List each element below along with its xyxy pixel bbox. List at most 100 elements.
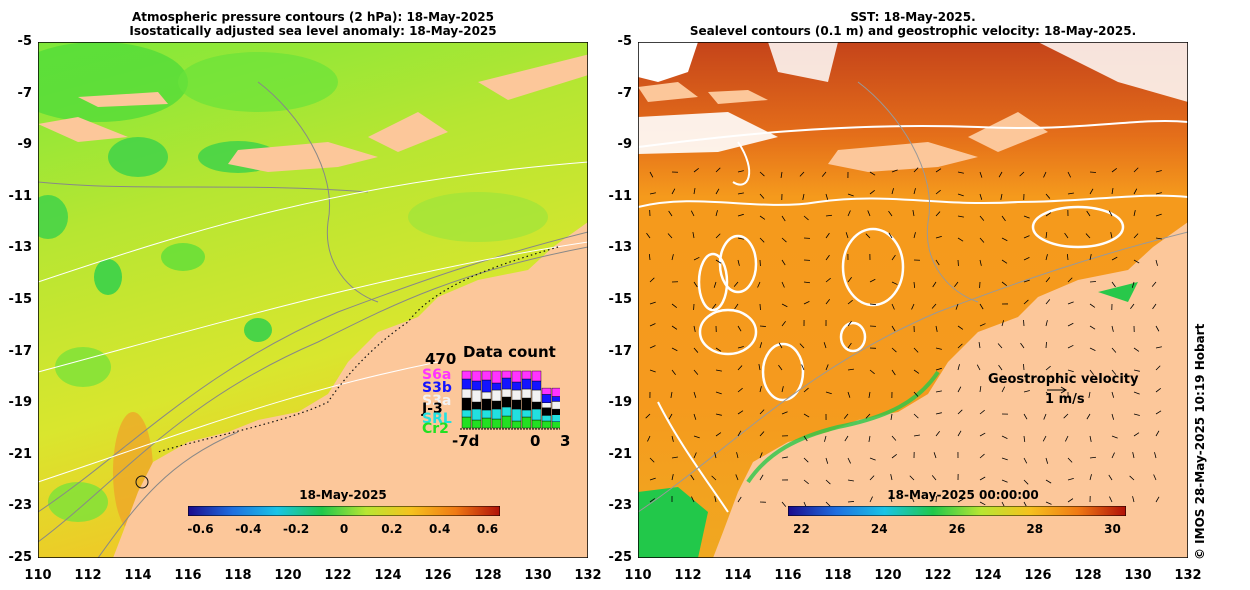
velocity-vector	[1067, 369, 1074, 373]
data-count-bar-segment	[531, 380, 542, 391]
y-tick-label: -23	[608, 498, 633, 514]
velocity-vector	[1089, 347, 1096, 351]
satellite-label: S6a	[422, 367, 452, 383]
velocity-vector	[1133, 210, 1136, 217]
velocity-vector	[1023, 299, 1029, 305]
velocity-vector	[845, 232, 849, 239]
data-count-bar-segment	[491, 418, 502, 429]
sealevel-contour	[761, 342, 805, 402]
velocity-vector	[736, 452, 739, 459]
velocity-vector	[759, 193, 765, 199]
velocity-vector	[847, 299, 853, 305]
velocity-vector	[847, 193, 854, 197]
velocity-vector	[1067, 344, 1074, 349]
velocity-vector	[957, 498, 964, 503]
data-count-bar-segment	[531, 408, 542, 421]
velocity-vector	[781, 259, 786, 266]
velocity-vector	[711, 475, 717, 481]
velocity-vector	[935, 431, 941, 437]
y-tick-label: -13	[8, 240, 33, 256]
velocity-vector	[891, 281, 898, 285]
velocity-vector	[778, 342, 783, 349]
velocity-vector	[931, 303, 937, 309]
data-count-bar-segment	[531, 389, 542, 403]
velocity-vector	[1023, 390, 1030, 393]
velocity-vector	[671, 303, 678, 308]
velocity-vector	[1155, 388, 1161, 393]
velocity-vector	[691, 496, 695, 503]
velocity-vector	[737, 170, 744, 173]
right-title-line1: SST: 18-May-2025.	[850, 10, 976, 24]
velocity-vector	[913, 347, 919, 353]
x-tick-label: 116	[174, 568, 202, 583]
velocity-vector	[890, 474, 893, 481]
data-count-bar-segment	[521, 397, 532, 411]
velocity-vector	[891, 254, 896, 261]
data-count-bar-segment	[511, 389, 522, 401]
y-tick-label: -17	[608, 343, 633, 359]
velocity-vector	[1155, 170, 1162, 173]
velocity-vector	[803, 435, 808, 442]
velocity-vector	[649, 171, 654, 178]
data-count-bar-segment	[491, 408, 502, 420]
velocity-vector	[757, 281, 761, 288]
velocity-vector	[737, 410, 744, 415]
velocity-vector	[1001, 479, 1008, 483]
velocity-vector	[737, 430, 742, 437]
island	[368, 112, 448, 152]
colorbar-tick-label: 0.4	[429, 522, 451, 536]
velocity-vector	[1108, 474, 1113, 481]
velocity-vector	[1133, 413, 1140, 416]
velocity-vector	[1086, 210, 1091, 217]
velocity-vector	[1155, 410, 1162, 415]
velocity-vector	[847, 457, 851, 464]
velocity-vector	[801, 364, 805, 371]
velocity-vector	[1154, 452, 1157, 459]
velocity-vector	[1155, 346, 1162, 349]
x-tick-label: 116	[774, 568, 802, 583]
australia-landmass	[113, 222, 588, 558]
velocity-vector	[843, 413, 849, 419]
velocity-vector	[671, 474, 674, 481]
velocity-vector	[649, 498, 656, 503]
velocity-vector	[714, 496, 717, 503]
sealevel-contour	[718, 234, 758, 294]
velocity-vector	[1020, 342, 1025, 349]
velocity-vector	[759, 409, 765, 415]
velocity-vector	[1111, 413, 1115, 420]
velocity-vector	[913, 391, 919, 397]
x-tick-label: 118	[224, 568, 252, 583]
data-count-bar-segment	[471, 419, 482, 429]
anomaly-blob	[161, 243, 205, 271]
velocity-vector	[1001, 457, 1008, 461]
velocity-vector	[799, 171, 805, 177]
velocity-vector	[781, 456, 788, 459]
velocity-vector	[935, 495, 938, 503]
velocity-vector	[715, 347, 722, 352]
velocity-vector	[1045, 277, 1051, 283]
colorbar-tick-label: 22	[793, 522, 810, 536]
data-count-bar-segment	[461, 388, 472, 399]
velocity-vector	[1045, 341, 1047, 349]
colorbar-tick-label: 28	[1026, 522, 1044, 536]
velocity-vector	[979, 453, 985, 459]
velocity-vector	[869, 303, 877, 306]
left-colorbar	[188, 506, 500, 516]
velocity-vector	[979, 171, 983, 178]
velocity-vector	[1133, 167, 1139, 173]
x-tick-label: 120	[274, 568, 302, 583]
velocity-vector	[737, 237, 744, 240]
data-count-bar-segment	[481, 409, 492, 419]
velocity-vector	[737, 346, 744, 349]
bathymetry-contour	[38, 246, 588, 543]
velocity-vector	[957, 364, 960, 371]
island	[478, 54, 588, 100]
velocity-vector	[957, 430, 962, 437]
marker	[135, 475, 149, 489]
velocity-vector	[935, 168, 942, 173]
left-title-line2: Isostatically adjusted sea level anomaly…	[129, 24, 497, 38]
velocity-vector	[913, 281, 916, 289]
y-tick-label: -5	[17, 34, 32, 49]
data-count-bar-segment	[471, 401, 482, 410]
velocity-vector	[911, 303, 915, 310]
